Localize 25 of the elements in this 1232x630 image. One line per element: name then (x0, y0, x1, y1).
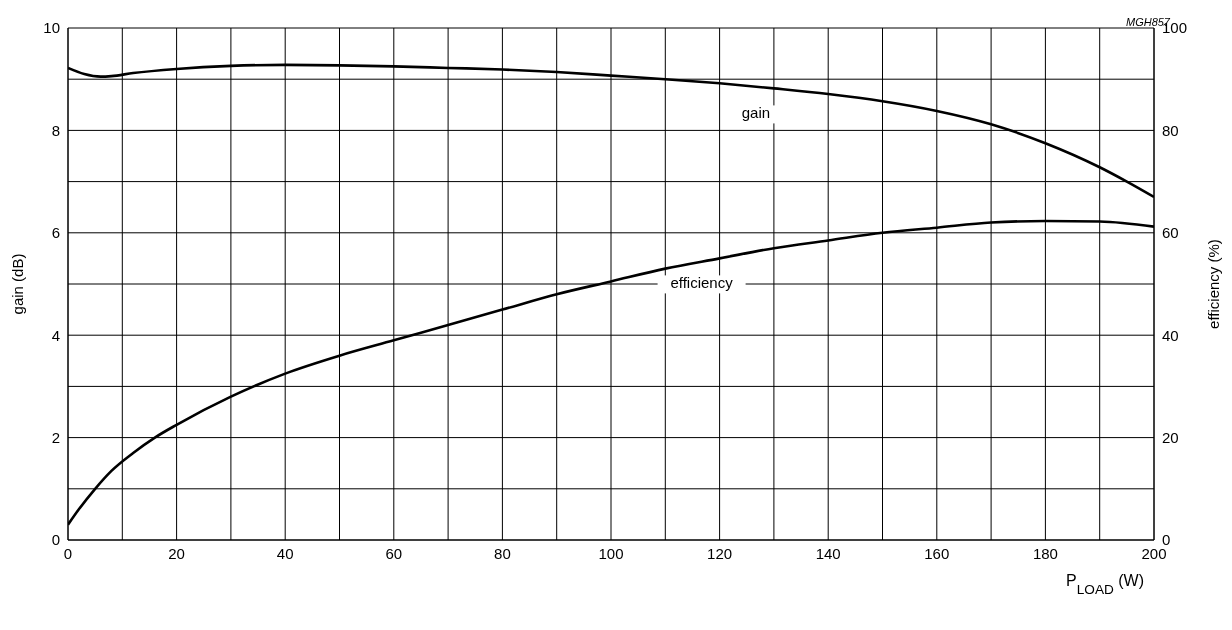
y2-tick-label: 80 (1162, 121, 1179, 139)
y-tick-label: 0 (51, 531, 60, 549)
x-tick-label: 60 (385, 544, 403, 562)
x-tick-label: 40 (276, 544, 294, 562)
series-label: gain (741, 104, 771, 122)
x-tick-label: 160 (924, 544, 950, 562)
y2-tick-label: 20 (1162, 428, 1179, 446)
x-tick-label: 140 (815, 544, 841, 562)
y2-axis-title: efficiency (%) (1205, 239, 1223, 329)
y-tick-label: 6 (51, 224, 60, 242)
y2-tick-label: 40 (1162, 326, 1179, 344)
x-tick-label: 0 (63, 544, 73, 562)
y-tick-label: 2 (51, 428, 60, 446)
x-tick-label: 100 (598, 544, 624, 562)
y-axis-title: gain (dB) (9, 253, 27, 315)
y2-tick-label: 60 (1162, 224, 1179, 242)
x-tick-label: 180 (1032, 544, 1058, 562)
x-tick-label: 120 (707, 544, 733, 562)
x-tick-label: 80 (494, 544, 511, 562)
y-tick-label: 8 (51, 121, 60, 139)
y-tick-label: 10 (43, 19, 60, 37)
x-axis-title: P$_{LOAD}$ (W) (1066, 572, 1144, 597)
x-tick-label: 20 (168, 544, 185, 562)
y-tick-label: 4 (51, 326, 60, 344)
series-label: efficiency (670, 274, 734, 292)
